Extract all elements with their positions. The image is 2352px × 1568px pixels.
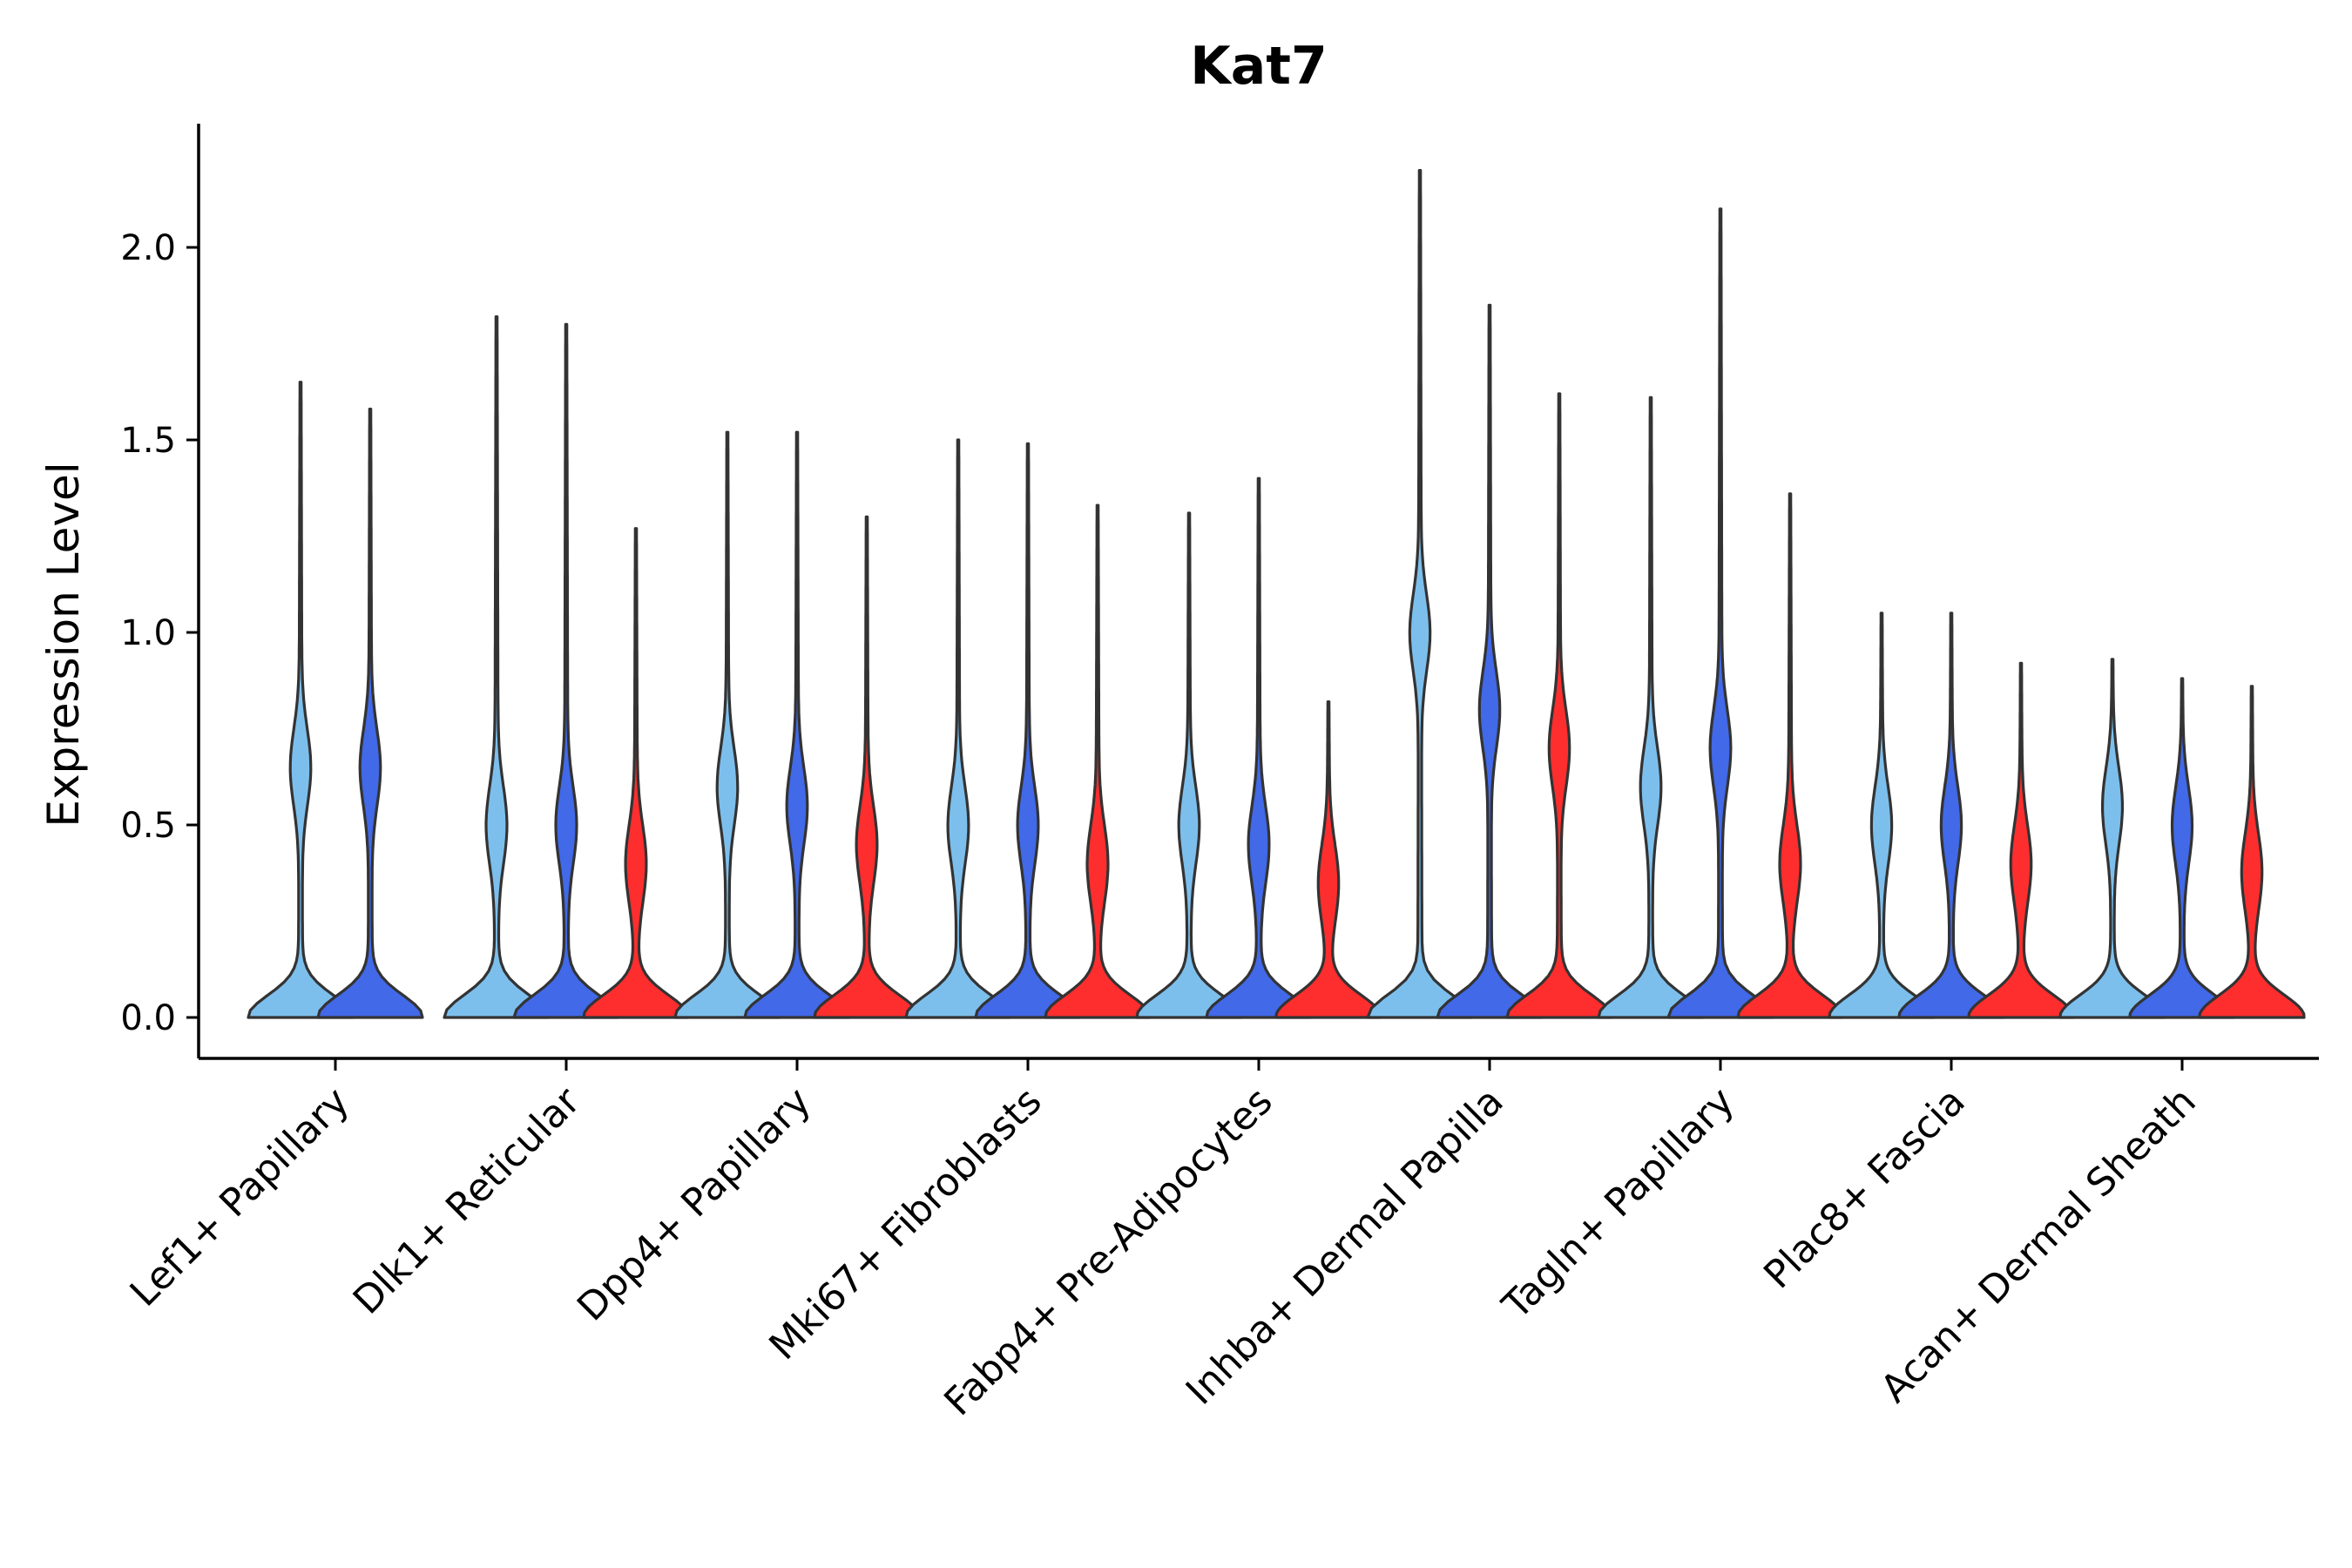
x-tick-label: Tagln+ Papillary [1494, 1079, 1743, 1328]
x-tick-label: Dpp4+ Papillary [569, 1079, 820, 1330]
violin-acan-dermal-sheath-group-1 [2058, 658, 2166, 1019]
violin-lef1-papillary-group-2 [316, 408, 424, 1019]
violin-fabp4-pre-adipocytes-group-1 [1135, 511, 1243, 1019]
violin-plac8-fascia-group-2 [1897, 612, 2005, 1019]
x-tick-label: Dlk1+ Reticular [345, 1078, 590, 1323]
violin-tagln-papillary-group-3 [1736, 492, 1844, 1019]
violin-plac8-fascia-group-1 [1828, 612, 1936, 1019]
y-tick-label: 1.0 [120, 613, 176, 653]
y-tick-label: 0.0 [120, 998, 176, 1038]
violin-inhba-dermal-papilla-group-3 [1505, 392, 1613, 1019]
violin-dpp4-papillary-group-2 [743, 430, 851, 1019]
violin-inhba-dermal-papilla-group-1 [1366, 169, 1474, 1019]
violin-fabp4-pre-adipocytes-group-3 [1274, 700, 1382, 1019]
violin-mki67-fibroblasts-group-1 [904, 438, 1012, 1019]
x-tick-label: Plac8+ Fascia [1755, 1079, 1974, 1298]
violin-tagln-papillary-group-2 [1666, 207, 1774, 1019]
y-tick-label: 1.5 [120, 421, 176, 461]
violin-dlk1-reticular-group-3 [582, 527, 690, 1019]
violin-mki67-fibroblasts-group-3 [1044, 504, 1152, 1019]
violin-plac8-fascia-group-3 [1967, 661, 2075, 1019]
violin-lef1-papillary-group-1 [247, 381, 355, 1019]
chart-title: Kat7 [1190, 36, 1327, 97]
y-axis: 0.0 0.5 1.0 1.5 2.0 [120, 124, 200, 1058]
violin-mki67-fibroblasts-group-2 [974, 442, 1082, 1019]
y-axis-label: Expression Level [38, 462, 89, 827]
violin-dlk1-reticular-group-1 [443, 315, 551, 1019]
violin-acan-dermal-sheath-group-3 [2198, 685, 2306, 1019]
violin-dlk1-reticular-group-2 [512, 322, 620, 1019]
violin-dpp4-papillary-group-1 [673, 430, 781, 1019]
violin-tagln-papillary-group-1 [1597, 395, 1705, 1019]
violin-dpp4-papillary-group-3 [813, 515, 921, 1019]
x-tick-label: Lef1+ Papillary [122, 1079, 358, 1315]
y-tick-label: 0.5 [120, 806, 176, 846]
violin-layer [247, 169, 2306, 1019]
y-tick-label: 2.0 [120, 228, 176, 268]
violin-acan-dermal-sheath-group-2 [2128, 677, 2236, 1019]
violin-fabp4-pre-adipocytes-group-2 [1205, 476, 1313, 1019]
violin-inhba-dermal-papilla-group-2 [1436, 303, 1544, 1019]
